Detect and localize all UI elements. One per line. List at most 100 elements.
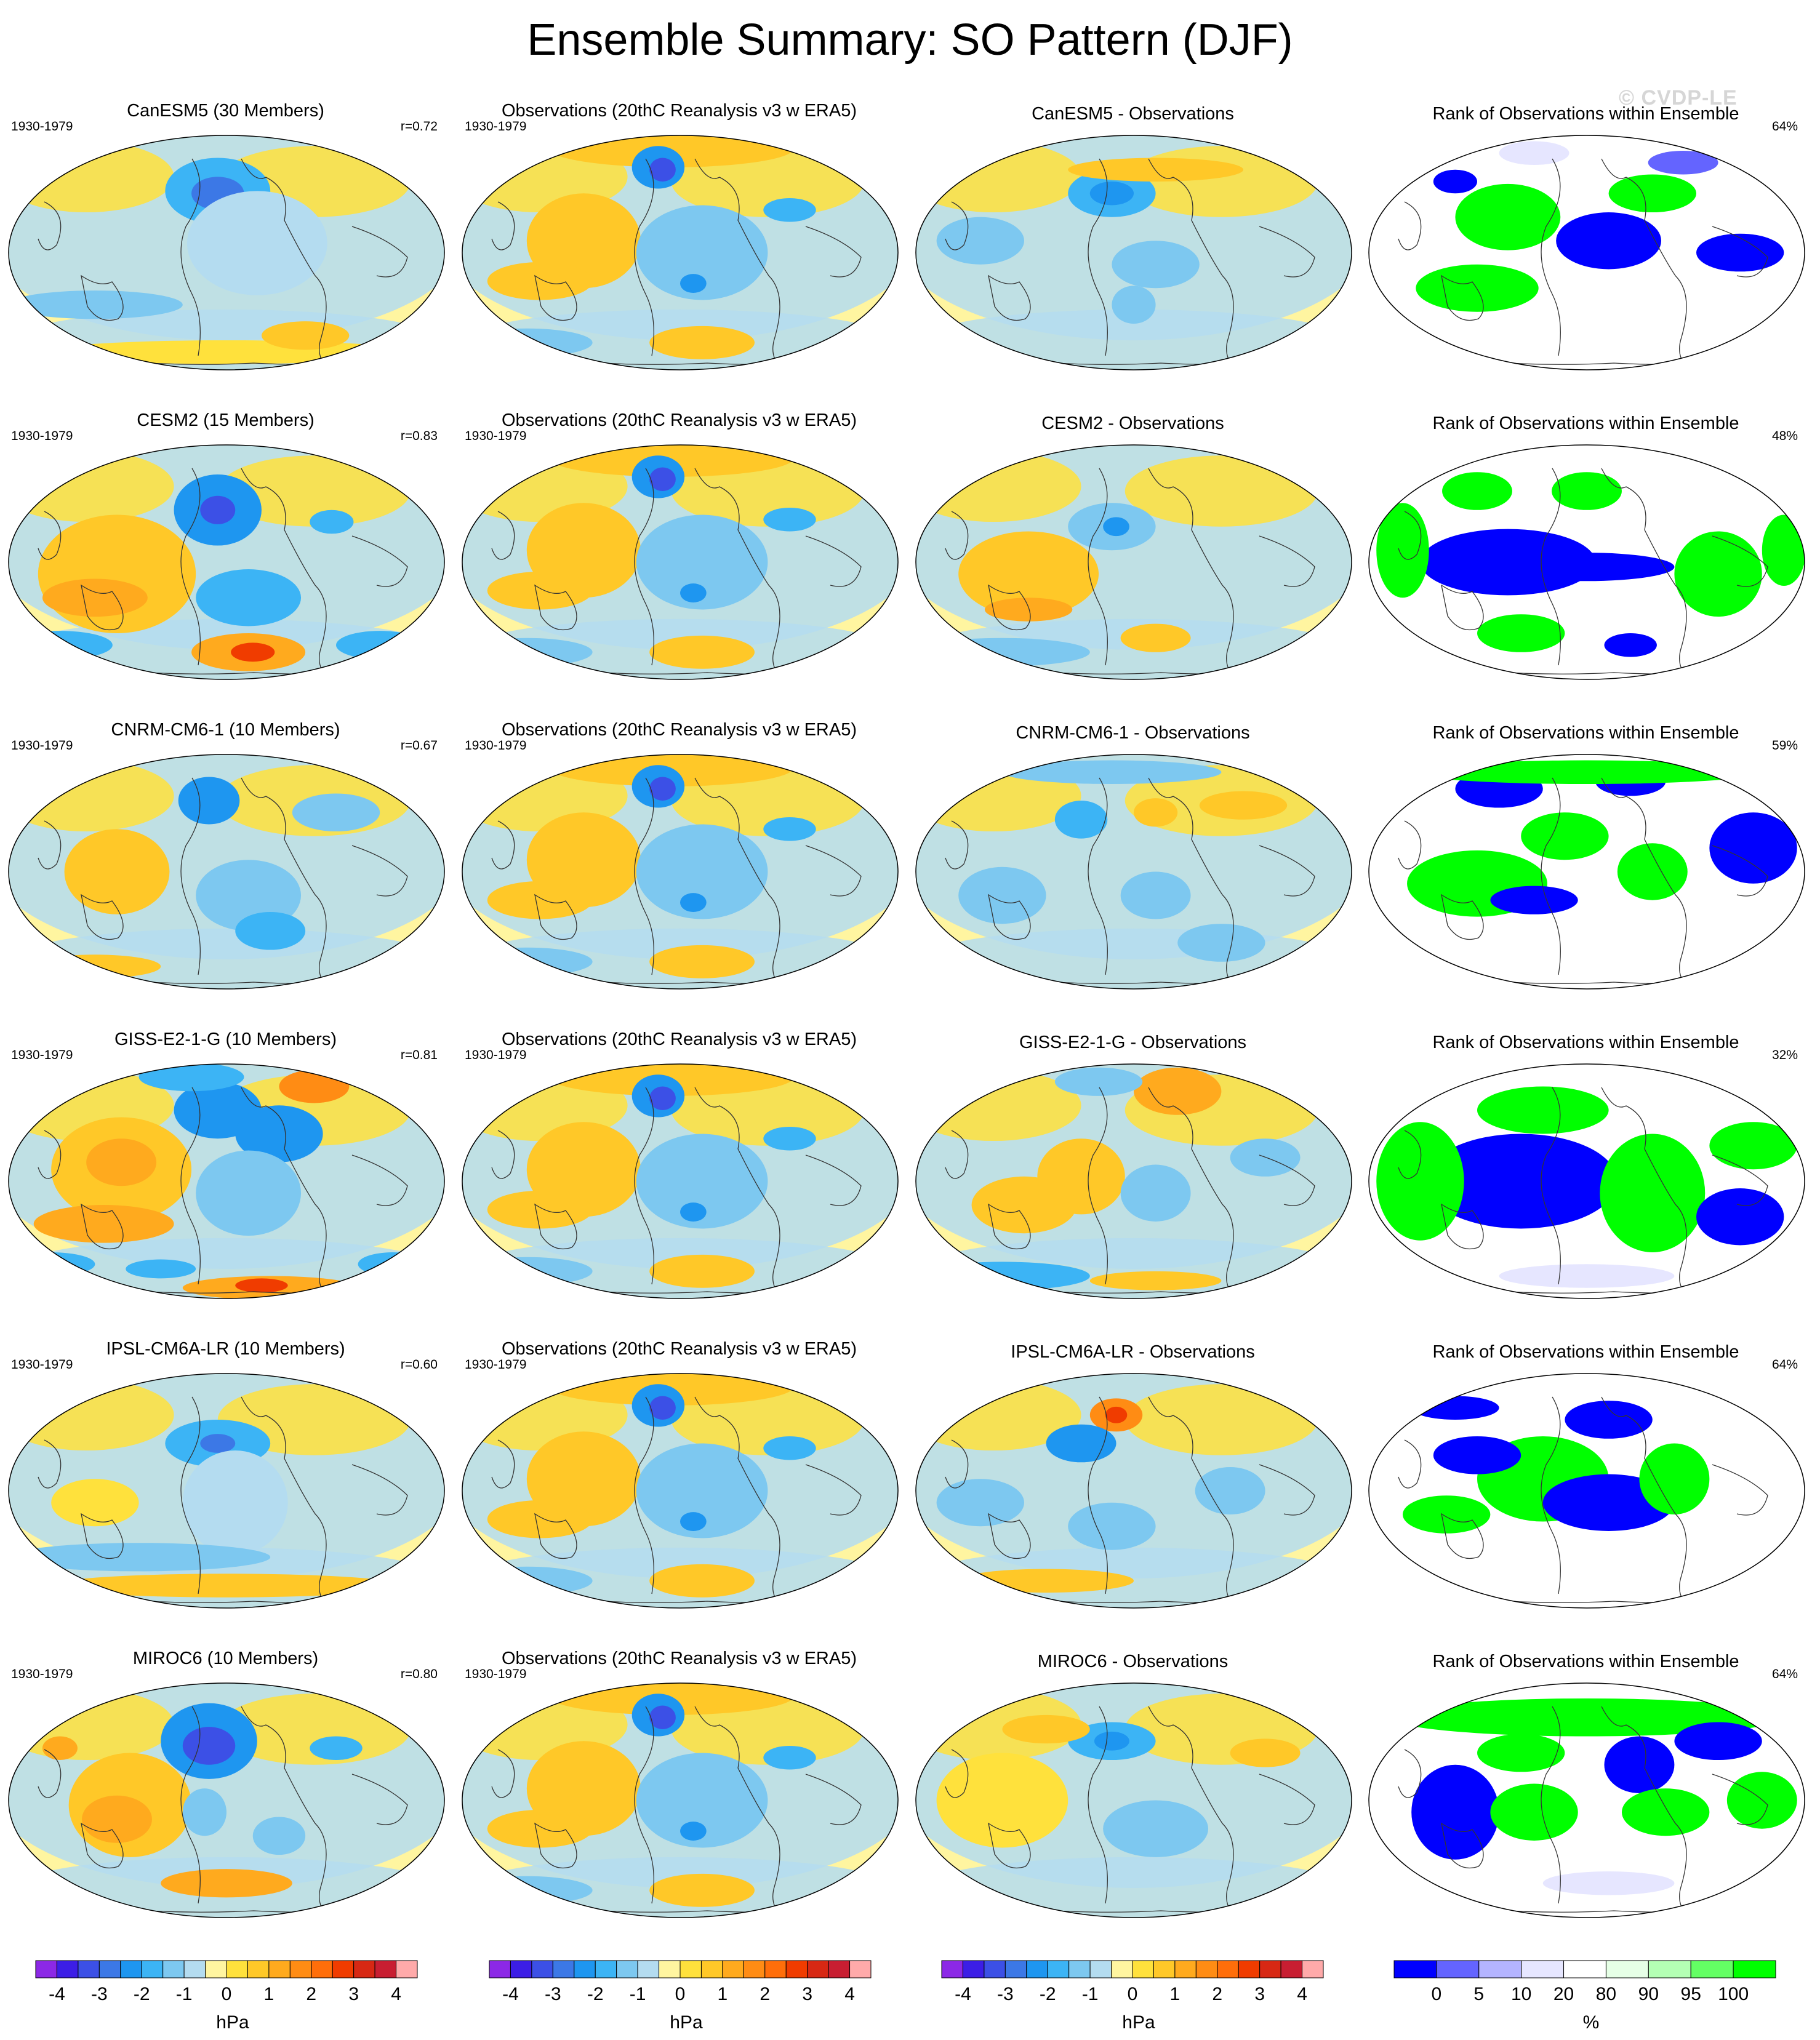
map-border <box>915 444 1352 680</box>
contour-region <box>649 777 676 801</box>
map-border <box>462 1063 899 1299</box>
pattern-map <box>915 444 1352 680</box>
panel-row: CNRM-CM6-1 (10 Members) 1930-1979 r=0.67 Ob… <box>0 711 1820 1021</box>
colorbar-tick-label: 5 <box>1473 1984 1484 2004</box>
contour-region <box>279 1070 350 1103</box>
coastline <box>1441 1822 1484 1869</box>
contour-region <box>1424 1134 1618 1229</box>
coastline <box>534 274 577 321</box>
panel-title: CNRM-CM6-1 (10 Members) <box>111 720 340 740</box>
map-field <box>9 135 444 370</box>
panel-title: Observations (20thC Reanalysis v3 w ERA5… <box>501 720 857 740</box>
colorbar-swatch <box>764 1960 787 1978</box>
colorbar-swatch <box>247 1960 270 1978</box>
coastline <box>1148 158 1235 369</box>
map-border <box>8 1063 445 1299</box>
colorbar-swatch <box>743 1960 766 1978</box>
contour-region <box>1402 1495 1491 1534</box>
contour-region <box>936 217 1024 265</box>
coastline <box>491 820 515 870</box>
coastline <box>1088 468 1108 666</box>
contour-region <box>680 1822 707 1841</box>
contour-region <box>462 1566 593 1595</box>
colorbar-swatch <box>268 1960 291 1978</box>
map-field <box>1369 754 1805 989</box>
coastline <box>945 1130 969 1179</box>
colorbar-swatch <box>962 1960 985 1978</box>
coastline <box>634 1706 654 1904</box>
colorbar-swatch <box>849 1960 872 1978</box>
contour-region <box>9 290 183 319</box>
colorbar-tick-label: -3 <box>91 1984 108 2004</box>
rank-map <box>1368 754 1805 990</box>
coastline <box>1601 1706 1688 1916</box>
contour-region <box>916 638 1090 666</box>
colorbar-swatch <box>1238 1960 1261 1978</box>
coastline <box>1541 777 1561 975</box>
contour-region <box>1433 1436 1521 1474</box>
contour-region <box>235 1105 323 1162</box>
coastline <box>351 1464 408 1516</box>
panel-title: CanESM5 - Observations <box>1032 104 1234 124</box>
contour-region <box>1089 1271 1222 1290</box>
colorbar-swatch <box>637 1960 660 1978</box>
contour-region <box>916 754 1352 959</box>
colorbar-swatch <box>1605 1960 1649 1978</box>
colorbar-swatch <box>1302 1960 1324 1978</box>
colorbar-tick-label: 4 <box>391 1984 401 2004</box>
contour-region <box>1376 1122 1464 1241</box>
pattern-map <box>8 1063 445 1299</box>
map-border <box>8 754 445 990</box>
map-field <box>462 1374 898 1608</box>
colorbar-tick-label: 3 <box>348 1984 359 2004</box>
period-label: 1930-1979 <box>465 1667 527 1681</box>
contour-region <box>1696 233 1784 272</box>
rank-percent: 64% <box>1771 1667 1798 1681</box>
pattern-map <box>915 1373 1352 1609</box>
contour-region <box>462 638 593 666</box>
coastline <box>180 158 201 356</box>
map-border <box>1368 1063 1805 1299</box>
map-border <box>915 1682 1352 1918</box>
coastline <box>1259 1464 1315 1516</box>
coastline <box>534 1513 577 1559</box>
coastline <box>38 1749 62 1798</box>
contour-region <box>1177 924 1265 962</box>
pattern-map <box>915 754 1352 990</box>
contour-region <box>252 1817 306 1855</box>
colorbar-swatch <box>1174 1960 1197 1978</box>
contour-region <box>763 198 816 222</box>
map-border <box>915 1063 1352 1299</box>
colorbar-tick-label: 4 <box>844 1984 855 2004</box>
contour-region <box>936 1753 1068 1848</box>
colorbar-tick-label: -1 <box>630 1984 646 2004</box>
colorbar-swatch <box>353 1960 375 1978</box>
map-border <box>1368 1373 1805 1609</box>
map-panel-diff: CNRM-CM6-1 - Observations <box>907 711 1358 1021</box>
panel-title: CNRM-CM6-1 - Observations <box>1016 723 1250 743</box>
map-border <box>1368 135 1805 370</box>
colorbar-tick-label: -1 <box>1082 1984 1099 2004</box>
contour-region <box>1120 1164 1191 1222</box>
contour-region <box>649 1254 755 1288</box>
coastline <box>1148 1706 1235 1916</box>
coastline <box>805 226 862 278</box>
panel-row: GISS-E2-1-G (10 Members) 1930-1979 r=0.81 O… <box>0 1021 1820 1330</box>
contour-region <box>1411 1396 1499 1420</box>
contour-region <box>1120 623 1191 652</box>
contour-region <box>1199 791 1288 820</box>
coastline <box>1398 1749 1422 1798</box>
panel-title: IPSL-CM6A-LR - Observations <box>1011 1342 1255 1362</box>
contour-region <box>1442 472 1512 510</box>
contour-region <box>358 1252 428 1276</box>
contour-region <box>1411 1764 1499 1860</box>
colorbar-swatch <box>374 1960 397 1978</box>
contour-region <box>1112 241 1200 289</box>
contour-region <box>1709 1122 1797 1170</box>
coastline <box>805 1154 862 1206</box>
colorbar-swatch <box>1478 1960 1522 1978</box>
contour-region <box>1230 1738 1301 1767</box>
contour-region <box>1552 472 1622 510</box>
contour-region <box>1068 1502 1156 1550</box>
map-panel-obs: Observations (20thC Reanalysis v3 w ERA5… <box>454 1640 905 1950</box>
